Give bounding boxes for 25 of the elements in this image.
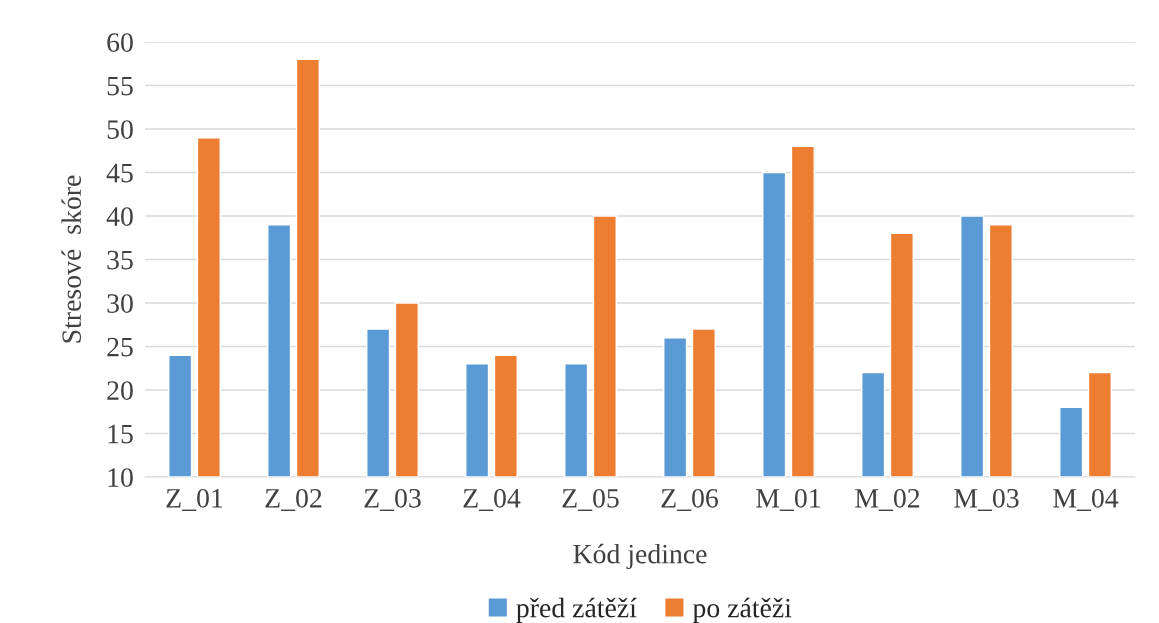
y-tick-label: 60 [107, 33, 133, 52]
x-tick-label: Z_01 [166, 488, 223, 511]
x-tick-label: Z_06 [661, 488, 718, 511]
x-tick-label: Z_03 [364, 488, 421, 511]
legend-label: po zátěži [692, 597, 792, 623]
x-tick-label: M_01 [756, 488, 821, 511]
y-tick-label: 20 [107, 381, 133, 400]
legend-label: před zátěží [516, 597, 637, 623]
x-tick-label: M_04 [1053, 488, 1119, 511]
y-tick-label: 40 [106, 207, 133, 226]
y-tick-label: 30 [107, 294, 133, 313]
y-tick-label: 35 [107, 250, 133, 270]
y-tick-label: 25 [107, 337, 133, 357]
y-tick-label: 15 [108, 424, 133, 444]
x-tick-label: M_03 [954, 488, 1019, 511]
x-tick-label: M_02 [855, 488, 920, 511]
y-tick-label: 45 [106, 163, 133, 183]
y-tick-label: 55 [107, 76, 133, 96]
x-tick-label: Z_02 [265, 488, 322, 511]
y-tick-label: 10 [108, 468, 133, 487]
y-axis-title: Stresové skóre [61, 175, 82, 343]
x-axis-title: Kód jedince [573, 543, 707, 570]
y-tick-label: 50 [107, 120, 133, 139]
x-tick-label: Z_05 [562, 488, 619, 511]
x-tick-label: Z_04 [463, 488, 521, 511]
